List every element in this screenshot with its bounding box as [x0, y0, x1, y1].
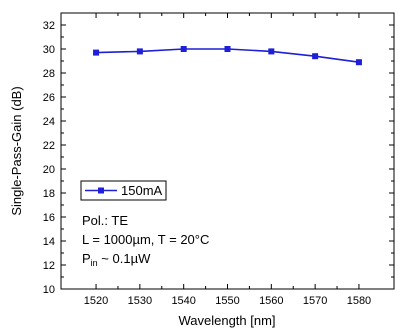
- y-tick-label: 24: [43, 116, 55, 128]
- data-point: [180, 46, 187, 52]
- legend-box: [80, 180, 167, 201]
- x-tick-label: 1580: [347, 295, 371, 307]
- y-tick-label: 12: [43, 260, 55, 272]
- data-point: [93, 49, 100, 56]
- x-tick-label: 1560: [259, 295, 283, 307]
- data-point: [268, 48, 275, 55]
- y-tick-label: 20: [43, 164, 55, 176]
- y-tick-label: 18: [43, 188, 55, 200]
- y-tick-label: 22: [43, 140, 55, 152]
- data-point: [312, 53, 319, 60]
- x-axis: 1520 1530 1540 1550 1560 1570 1580: [84, 13, 371, 307]
- x-tick-label: 1550: [215, 295, 239, 307]
- annotation-pin: Pin ~ 0.1µW: [82, 251, 151, 268]
- y-tick-label: 30: [43, 44, 55, 56]
- annotation-pin-main: P: [82, 251, 91, 266]
- data-point: [224, 46, 231, 52]
- series-group: [93, 46, 362, 66]
- legend-label: 150mA: [121, 183, 163, 198]
- y-tick-label: 26: [43, 92, 55, 104]
- y-tick-label: 14: [43, 236, 55, 248]
- x-tick-label: 1520: [84, 295, 108, 307]
- y-tick-label: 16: [43, 212, 55, 224]
- annotation-pol: Pol.: TE: [82, 213, 128, 228]
- data-point: [355, 59, 362, 66]
- legend-marker: [98, 187, 104, 194]
- x-tick-label: 1570: [303, 295, 327, 307]
- annotation-pin-rest: ~ 0.1µW: [98, 251, 151, 266]
- annotation-length-temp: L = 1000µm, T = 20°C: [82, 232, 209, 247]
- annotation-pin-sub: in: [91, 258, 98, 268]
- y-tick-label: 10: [43, 284, 55, 296]
- plot-frame: [60, 12, 395, 290]
- y-axis-title: Single-Pass-Gain (dB): [9, 86, 24, 215]
- x-axis-title: Wavelength [nm]: [178, 313, 275, 328]
- data-point: [136, 48, 143, 55]
- y-axis: 10 12 14 16 18 20 22 24 26 28 30 32: [43, 20, 394, 296]
- x-tick-label: 1530: [128, 295, 152, 307]
- y-tick-label: 32: [43, 20, 55, 32]
- y-tick-label: 28: [43, 68, 55, 80]
- x-tick-label: 1540: [171, 295, 195, 307]
